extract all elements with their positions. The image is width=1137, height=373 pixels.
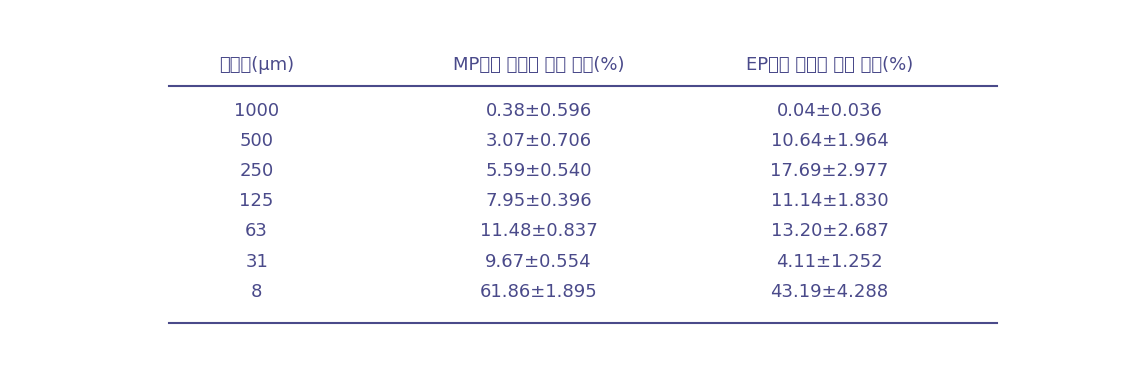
Text: 125: 125 (240, 192, 274, 210)
Text: 체크기(μm): 체크기(μm) (219, 56, 294, 74)
Text: EP사료 배출수 입자 분포(%): EP사료 배출수 입자 분포(%) (746, 56, 913, 74)
Text: 7.95±0.396: 7.95±0.396 (485, 192, 592, 210)
Text: 10.64±1.964: 10.64±1.964 (771, 132, 888, 150)
Text: MP사료 배출수 입자 분포(%): MP사료 배출수 입자 분포(%) (453, 56, 624, 74)
Text: 250: 250 (240, 162, 274, 180)
Text: 8: 8 (251, 283, 263, 301)
Text: 13.20±2.687: 13.20±2.687 (771, 222, 888, 241)
Text: 43.19±4.288: 43.19±4.288 (771, 283, 888, 301)
Text: 63: 63 (246, 222, 268, 241)
Text: 0.38±0.596: 0.38±0.596 (485, 102, 591, 120)
Text: 5.59±0.540: 5.59±0.540 (485, 162, 592, 180)
Text: 11.48±0.837: 11.48±0.837 (480, 222, 598, 241)
Text: 0.04±0.036: 0.04±0.036 (777, 102, 882, 120)
Text: 61.86±1.895: 61.86±1.895 (480, 283, 598, 301)
Text: 9.67±0.554: 9.67±0.554 (485, 253, 592, 270)
Text: 3.07±0.706: 3.07±0.706 (485, 132, 591, 150)
Text: 4.11±1.252: 4.11±1.252 (777, 253, 882, 270)
Text: 11.14±1.830: 11.14±1.830 (771, 192, 888, 210)
Text: 31: 31 (246, 253, 268, 270)
Text: 17.69±2.977: 17.69±2.977 (770, 162, 889, 180)
Text: 500: 500 (240, 132, 274, 150)
Text: 1000: 1000 (234, 102, 280, 120)
